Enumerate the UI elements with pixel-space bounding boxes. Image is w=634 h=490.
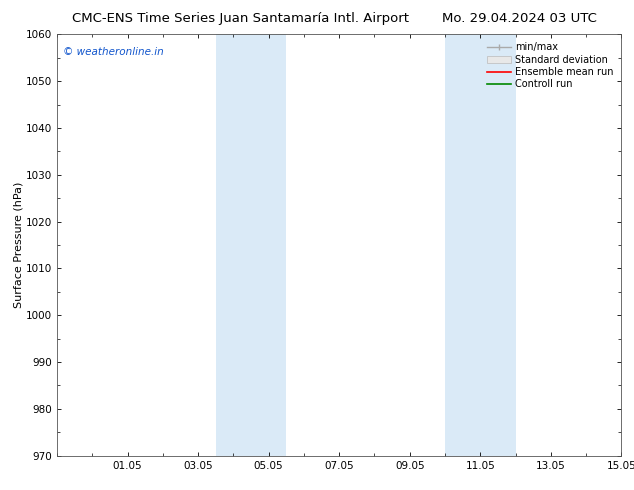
Text: CMC-ENS Time Series Juan Santamaría Intl. Airport: CMC-ENS Time Series Juan Santamaría Intl… xyxy=(72,12,410,25)
Legend: min/max, Standard deviation, Ensemble mean run, Controll run: min/max, Standard deviation, Ensemble me… xyxy=(484,39,616,92)
Y-axis label: Surface Pressure (hPa): Surface Pressure (hPa) xyxy=(13,182,23,308)
Text: © weatheronline.in: © weatheronline.in xyxy=(63,47,164,57)
Bar xyxy=(445,34,515,456)
Text: Mo. 29.04.2024 03 UTC: Mo. 29.04.2024 03 UTC xyxy=(443,12,597,25)
Bar xyxy=(216,34,287,456)
